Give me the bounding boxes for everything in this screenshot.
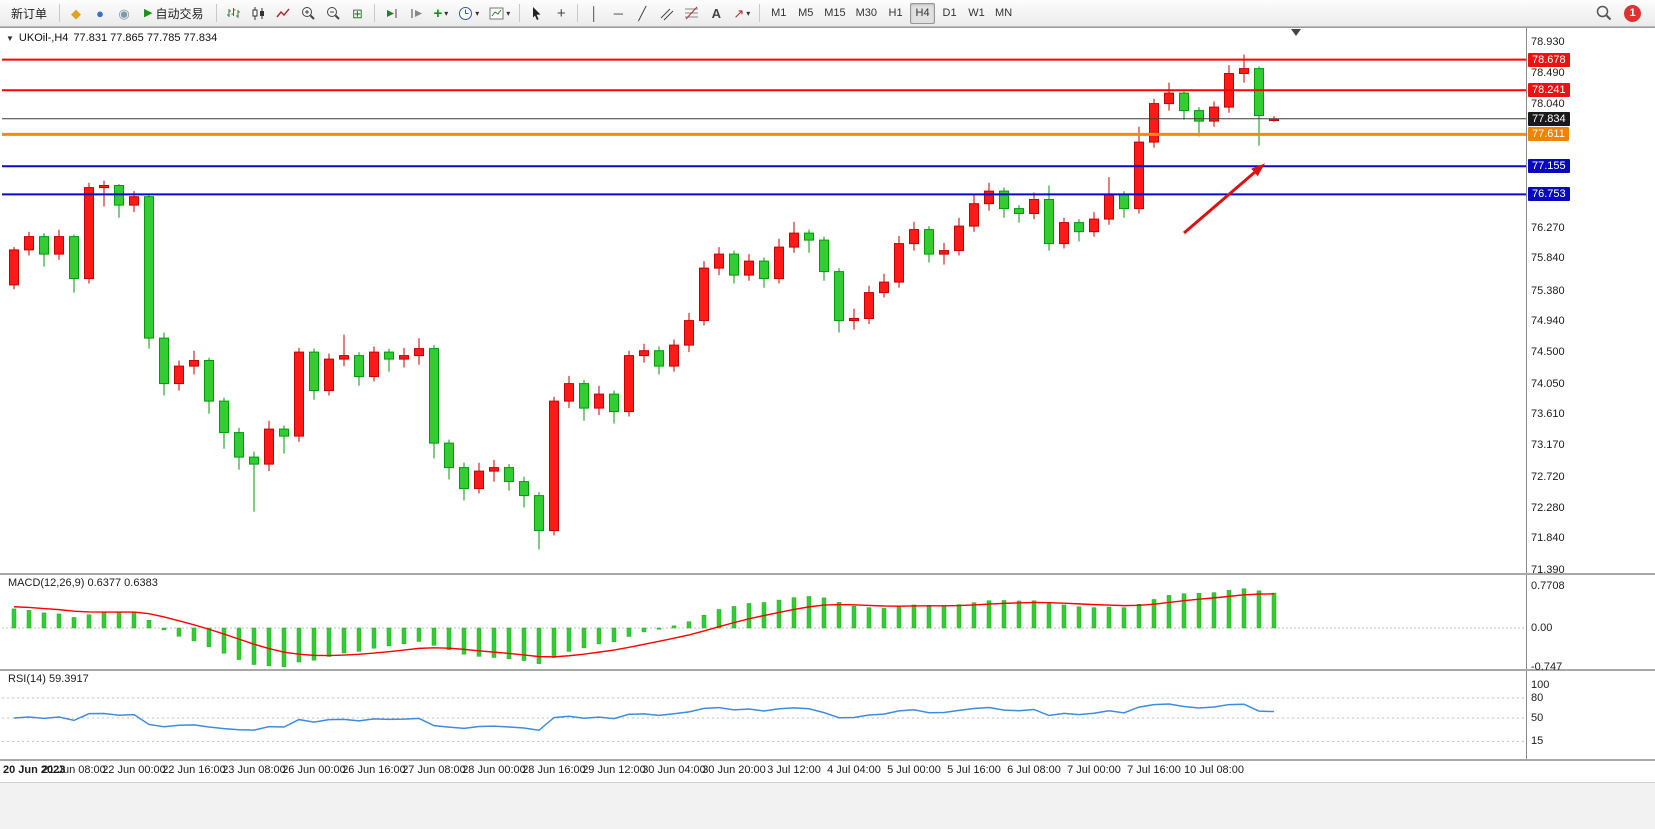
horizontal-line-tool-button[interactable]: ─ [607, 3, 629, 24]
trendline-tool-button[interactable]: ╱ [631, 3, 653, 24]
trend-arrow-annotation[interactable] [1183, 163, 1266, 235]
macd-indicator-label: MACD(12,26,9) 0.6377 0.6383 [8, 577, 158, 589]
timeframe-m5-button[interactable]: M5 [798, 7, 814, 19]
auto-trading-button[interactable]: ▶ 自动交易 [137, 3, 210, 24]
tile-windows-button[interactable]: ⊞ [347, 3, 369, 24]
chevron-down-icon: ▾ [444, 8, 449, 18]
timeframe-m1-button[interactable]: M1 [771, 7, 787, 19]
toolbar-separator [59, 4, 61, 22]
main-toolbar: 新订单 ◆ ● ◉ ▶ 自动交易 ⊞ [0, 0, 1655, 27]
text-tool-button[interactable]: A [705, 3, 727, 24]
timeframe-h4-button[interactable]: H4 [910, 2, 936, 24]
search-button[interactable] [1592, 3, 1616, 24]
candlestick-mode-button[interactable] [247, 3, 270, 24]
trendline-icon: ╱ [638, 5, 647, 21]
toolbar-right-group: 1 [1592, 3, 1641, 24]
fibonacci-tool-button[interactable] [680, 3, 703, 24]
timeframe-m30-button[interactable]: M30 [855, 7, 878, 19]
clock-icon [459, 6, 473, 20]
timeframe-d1-button[interactable]: D1 [942, 7, 957, 19]
metaeditor-button[interactable]: ◆ [65, 3, 87, 24]
chevron-down-icon: ▾ [746, 8, 751, 18]
community-icon: ● [96, 5, 104, 21]
crosshair-icon: + [556, 4, 566, 22]
cursor-tool-button[interactable] [525, 3, 548, 24]
chevron-down-icon: ▾ [475, 8, 480, 18]
text-tool-icon: A [711, 5, 721, 21]
auto-scroll-button[interactable] [380, 3, 403, 24]
chart-symbol-period: UKOil-,H4 [18, 32, 69, 44]
metaeditor-icon: ◆ [71, 5, 82, 21]
auto-scroll-icon [386, 8, 396, 18]
indicators-plus-icon: + [433, 4, 443, 22]
fibonacci-icon [685, 6, 699, 19]
price-scale-separator[interactable] [1526, 28, 1527, 760]
indicators-button[interactable]: + ▾ [430, 3, 453, 24]
arrows-tool-button[interactable]: ↗ ▾ [729, 3, 754, 24]
chart-title: ▼ UKOil-,H4 77.831 77.865 77.785 77.834 [6, 32, 217, 44]
rsi-panel [2, 697, 1526, 742]
macd-rsi-panel-separator[interactable] [0, 669, 1655, 671]
line-chart-icon [275, 8, 290, 17]
auto-trading-label: 自动交易 [155, 6, 204, 21]
community-button[interactable]: ● [89, 3, 111, 24]
periods-button[interactable]: ▾ [454, 3, 483, 24]
toolbar-separator [373, 4, 375, 22]
zoom-in-button[interactable] [297, 3, 320, 24]
timeframe-w1-button[interactable]: W1 [968, 7, 985, 19]
toolbar-separator [759, 4, 761, 22]
timeframe-mn-button[interactable]: MN [995, 7, 1013, 19]
crosshair-tool-button[interactable]: + [550, 3, 572, 24]
chart-shift-icon [411, 8, 422, 18]
play-icon: ▶ [144, 6, 153, 19]
market-button[interactable]: ◉ [113, 3, 135, 24]
cursor-icon [533, 6, 541, 20]
notification-badge[interactable]: 1 [1624, 4, 1641, 22]
horizontal-line-icon: ─ [613, 5, 623, 21]
new-order-button[interactable]: 新订单 [11, 6, 48, 21]
toolbar-separator [519, 4, 521, 22]
templates-button[interactable]: ▾ [485, 3, 514, 24]
horizontal-level-lines[interactable] [2, 58, 1526, 196]
rsi-timeaxis-separator[interactable] [0, 759, 1655, 761]
bar-chart-icon [226, 7, 240, 18]
bottom-strip [0, 782, 1655, 829]
equidistant-channel-icon [660, 8, 674, 20]
toolbar-separator [215, 4, 217, 22]
tile-windows-icon: ⊞ [352, 5, 363, 21]
channel-tool-button[interactable] [655, 3, 678, 24]
toolbar-separator [577, 4, 579, 22]
market-icon: ◉ [118, 5, 130, 21]
candlestick-series [9, 54, 1279, 550]
timeframe-h1-button[interactable]: H1 [888, 7, 903, 19]
chart-shift-marker-icon[interactable] [1291, 29, 1301, 36]
chart-ohlc-values: 77.831 77.865 77.785 77.834 [73, 32, 218, 44]
rsi-line [13, 703, 1275, 732]
template-chart-icon [489, 7, 504, 19]
zoom-out-icon [326, 6, 340, 20]
timeframe-toolbar: M1 M5 M15 M30 H1 H4 D1 W1 MN [765, 2, 1017, 24]
chart-shift-button[interactable] [405, 3, 428, 24]
main-macd-panel-separator[interactable] [0, 573, 1655, 575]
chart-menu-caret-icon[interactable]: ▼ [6, 33, 14, 43]
arrow-object-icon: ↗ [733, 5, 745, 21]
vertical-line-tool-button[interactable]: │ [583, 3, 605, 24]
vertical-line-icon: │ [590, 5, 599, 21]
rsi-indicator-label: RSI(14) 59.3917 [8, 673, 89, 685]
timeframe-m15-button[interactable]: M15 [824, 7, 846, 19]
bar-chart-mode-button[interactable] [222, 3, 245, 24]
search-icon [1596, 5, 1612, 21]
macd-panel [2, 588, 1526, 668]
macd-signal-line [13, 593, 1275, 658]
line-chart-mode-button[interactable] [272, 3, 295, 24]
candlestick-icon [252, 6, 264, 20]
chevron-down-icon: ▾ [506, 8, 511, 18]
zoom-in-icon [301, 6, 315, 20]
zoom-out-button[interactable] [322, 3, 345, 24]
chart-window-border [0, 27, 1655, 28]
